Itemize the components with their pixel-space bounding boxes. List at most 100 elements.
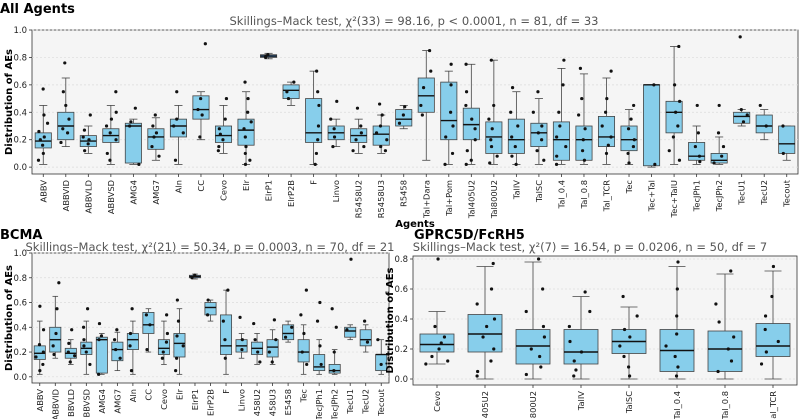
box-Linvo (235, 315, 248, 359)
x-tick-label: Tal_TCR (602, 180, 612, 213)
data-point (87, 138, 91, 142)
x-tick-label: Tec (624, 180, 634, 195)
data-point (535, 149, 539, 153)
data-point (635, 314, 639, 318)
data-point (495, 154, 499, 158)
x-tick-label: TalSC (624, 391, 634, 414)
data-point (464, 90, 469, 94)
data-point (378, 102, 382, 106)
data-point (248, 158, 252, 162)
x-tick-label: Linvo (237, 389, 247, 411)
data-point (83, 149, 87, 153)
data-point (764, 350, 768, 354)
data-point (439, 341, 443, 345)
data-point (181, 131, 185, 135)
data-point (165, 331, 170, 336)
data-point (673, 354, 677, 359)
data-point (274, 338, 278, 342)
box-iqr (575, 125, 593, 161)
data-point (313, 162, 317, 166)
data-point (61, 90, 65, 94)
box-Tal800U2 (485, 58, 503, 165)
data-point (675, 332, 679, 336)
box-iqr (778, 125, 796, 154)
box-TecJPh2 (710, 103, 728, 165)
plot-area (31, 29, 799, 175)
data-point (621, 294, 625, 299)
data-point (316, 90, 320, 94)
data-point (108, 131, 112, 135)
box-TecJPh2 (328, 307, 341, 375)
x-tick-label: Elr (241, 179, 251, 191)
data-point (378, 124, 383, 128)
data-point (489, 144, 494, 149)
data-point (741, 120, 746, 124)
x-tick-label: Cevo (159, 389, 169, 410)
data-point (144, 313, 148, 317)
y-axis-label: Distribution of AEs (4, 265, 15, 371)
box-Tec (297, 288, 310, 375)
x-tick-label: ElrP1 (264, 180, 274, 201)
data-point (583, 290, 587, 294)
box-iqr (707, 330, 743, 372)
data-point (153, 113, 157, 117)
data-point (674, 110, 678, 114)
box-iqr (467, 314, 503, 353)
data-point (557, 110, 561, 114)
data-point (667, 149, 671, 153)
data-point (82, 128, 87, 132)
data-point (105, 151, 109, 156)
y-tick-label: 0.6 (13, 299, 27, 309)
y-tick-label: 0.4 (13, 323, 27, 333)
data-point (781, 151, 785, 156)
box-Tec (620, 103, 638, 165)
data-point (385, 138, 389, 142)
data-point (41, 87, 45, 91)
data-point (673, 83, 677, 87)
data-point (464, 162, 468, 166)
x-tick-label: Tal+Pom (444, 180, 454, 217)
x-axis-label: Agents (395, 219, 435, 230)
data-point (114, 90, 118, 94)
data-point (345, 328, 349, 332)
data-point (148, 323, 152, 327)
data-point (628, 374, 632, 378)
data-point (38, 369, 42, 373)
data-point (332, 135, 337, 139)
data-point (45, 121, 50, 125)
box-TalIV (507, 86, 525, 166)
box-Tal_0.8 (707, 269, 743, 380)
data-point (252, 321, 256, 326)
data-point (759, 362, 764, 366)
data-point (671, 135, 676, 139)
data-point (464, 62, 468, 66)
data-point (401, 113, 405, 117)
box-iqr (755, 114, 773, 134)
data-point (318, 344, 322, 348)
data-point (315, 69, 319, 73)
box-AMG7 (147, 113, 165, 161)
box-R5458U2 (251, 321, 264, 365)
box-iqr (507, 118, 525, 154)
data-point (629, 117, 633, 121)
data-point (606, 143, 610, 147)
x-tick-label: AMG4 (128, 180, 138, 205)
data-point (465, 149, 469, 153)
data-point (331, 144, 335, 149)
x-tick-label: TalIV (511, 180, 521, 201)
data-point (104, 124, 109, 128)
data-point (605, 96, 609, 101)
data-point (555, 154, 559, 158)
box-TecU2 (755, 103, 773, 141)
data-point (481, 335, 485, 339)
y-tick-label: 0.6 (13, 81, 27, 91)
data-point (145, 347, 149, 352)
box-iqr (282, 84, 300, 99)
data-point (578, 66, 583, 70)
data-point (223, 356, 227, 360)
box-iqr (344, 326, 357, 338)
box-ElrP1 (260, 52, 278, 60)
data-point (583, 127, 587, 131)
data-point (88, 362, 92, 367)
data-point (270, 360, 274, 364)
